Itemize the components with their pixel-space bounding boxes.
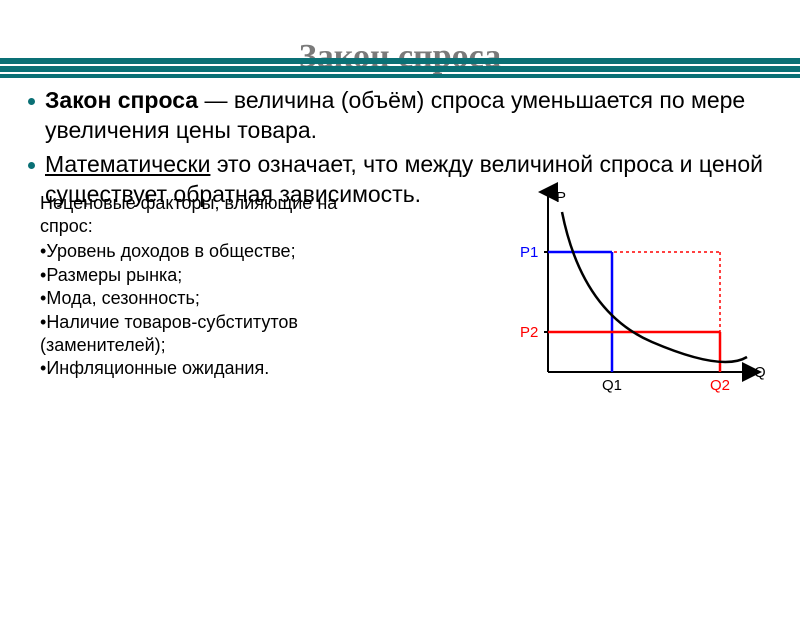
- factors-item: •Уровень доходов в обществе;: [40, 240, 390, 263]
- bullet-2-underline: Математически: [45, 151, 210, 177]
- content-area: Закон спроса — величина (объём) спроса у…: [28, 86, 772, 210]
- bullet-1-bold: Закон спроса: [45, 87, 198, 113]
- bullet-1: Закон спроса — величина (объём) спроса у…: [28, 86, 772, 146]
- factors-item: •Мода, сезонность;: [40, 287, 390, 310]
- demand-chart: P Q P1 P2 Q1 Q2: [502, 182, 772, 402]
- factors-item-text: Уровень доходов в обществе;: [46, 241, 295, 261]
- header-stripes: [0, 58, 800, 78]
- factors-item: •Размеры рынка;: [40, 264, 390, 287]
- svg-text:P2: P2: [520, 324, 538, 341]
- svg-text:Q2: Q2: [710, 377, 730, 394]
- factors-item-text: Инфляционные ожидания.: [46, 358, 269, 378]
- svg-text:Q1: Q1: [602, 377, 622, 394]
- stripe-1: [0, 58, 800, 64]
- factors-item-text: Мода, сезонность;: [46, 288, 200, 308]
- factors-item: •Наличие товаров-субститутов (заменителе…: [40, 311, 390, 358]
- factors-list: Неценовые факторы, влияющие на спрос: •У…: [40, 192, 390, 381]
- factors-title: Неценовые факторы, влияющие на спрос:: [40, 192, 390, 239]
- factors-item-text: Размеры рынка;: [46, 265, 182, 285]
- bullet-dot-icon: [28, 98, 35, 105]
- svg-text:P: P: [556, 189, 566, 206]
- factors-item-text: Наличие товаров-субститутов (заменителей…: [40, 312, 298, 355]
- stripe-3: [0, 74, 800, 78]
- bullet-dot-icon: [28, 162, 35, 169]
- bullet-1-text: Закон спроса — величина (объём) спроса у…: [45, 86, 772, 146]
- svg-text:Q: Q: [754, 364, 766, 381]
- svg-text:P1: P1: [520, 244, 538, 261]
- chart-svg: P Q P1 P2 Q1 Q2: [502, 182, 772, 402]
- factors-item: •Инфляционные ожидания.: [40, 357, 390, 380]
- stripe-2: [0, 66, 800, 72]
